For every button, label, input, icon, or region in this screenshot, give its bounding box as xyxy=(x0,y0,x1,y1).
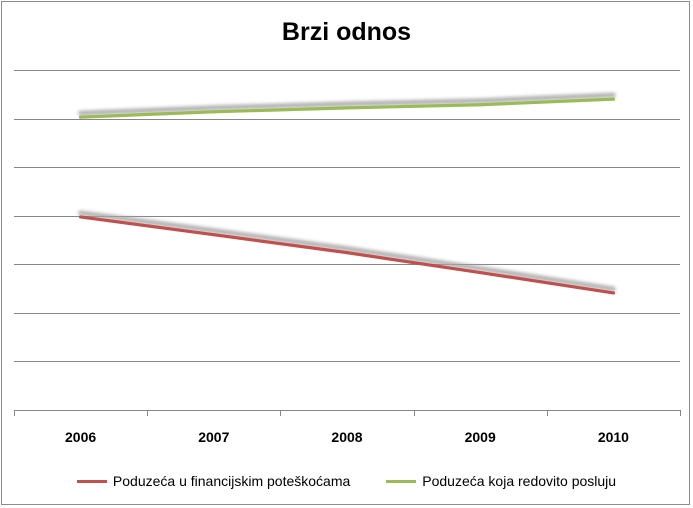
x-tick-label: 2007 xyxy=(198,429,229,445)
series-line-1 xyxy=(78,215,616,295)
legend-swatch xyxy=(386,479,417,483)
data-point xyxy=(212,110,216,114)
data-point xyxy=(79,215,83,219)
x-tick-label: 2008 xyxy=(331,429,362,445)
data-point xyxy=(345,251,349,255)
legend-item-1: Poduzeća u financijskim poteškoćama xyxy=(76,473,351,489)
data-point xyxy=(611,291,616,295)
data-point xyxy=(345,106,349,110)
data-point xyxy=(79,115,83,119)
series-line-shadow xyxy=(78,210,616,292)
legend-item-2: Poduzeća koja redovito posluju xyxy=(386,473,616,489)
chart-title: Brzi odnos xyxy=(281,18,412,46)
x-tick-label: 2009 xyxy=(465,429,496,445)
data-point xyxy=(611,97,616,101)
data-point xyxy=(212,233,216,237)
data-point xyxy=(478,103,482,107)
legend-label: Poduzeća koja redovito posluju xyxy=(422,473,617,489)
x-tick-label: 2010 xyxy=(598,429,629,445)
series-line-shadow xyxy=(78,92,616,116)
legend-label: Poduzeća u financijskim poteškoćama xyxy=(112,473,351,489)
legend-swatch xyxy=(76,479,107,483)
x-tick-label: 2006 xyxy=(65,429,96,445)
legend: Poduzeća u financijskim poteškoćama Poduz… xyxy=(0,470,693,492)
data-point xyxy=(478,270,482,275)
